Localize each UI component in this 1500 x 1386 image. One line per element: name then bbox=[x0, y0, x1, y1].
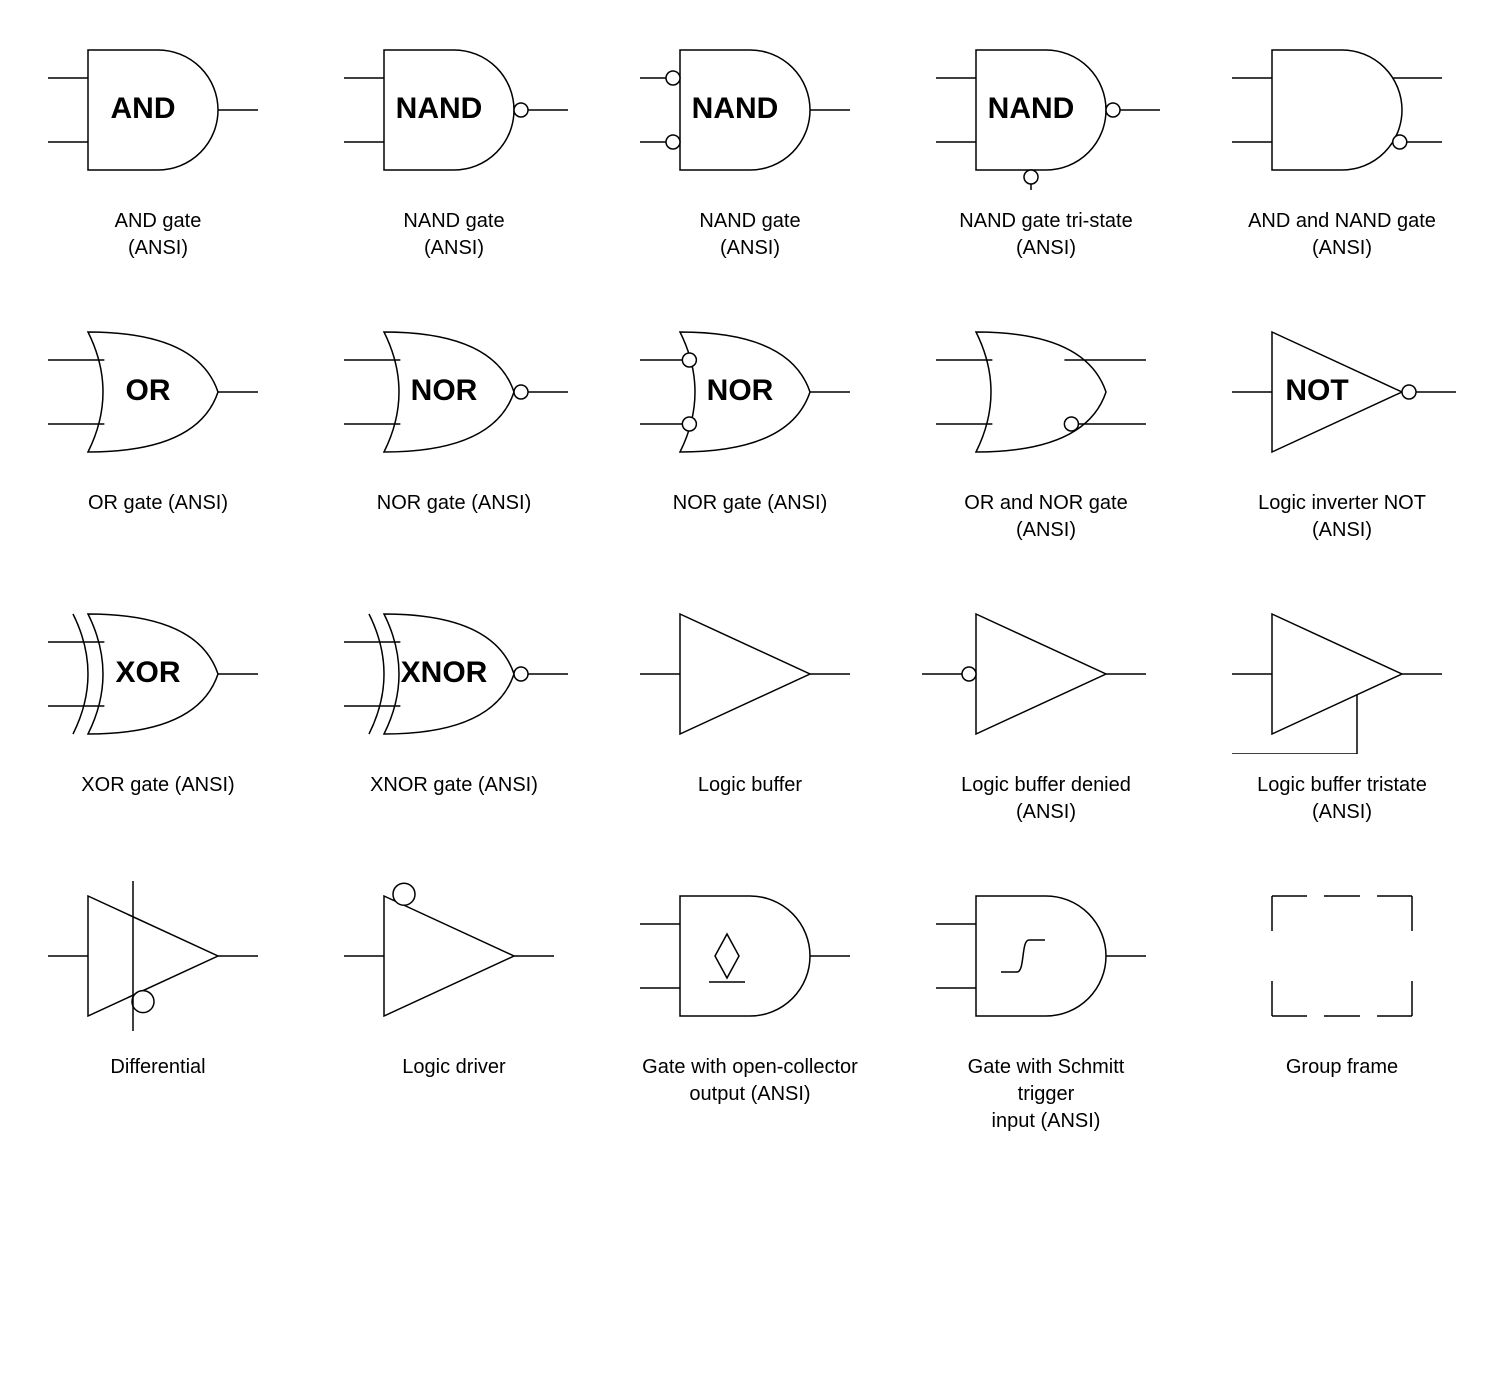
gate-caption-buffer-tristate: Logic buffer tristate (ANSI) bbox=[1257, 772, 1427, 826]
gate-caption-open-collector: Gate with open-collector output (ANSI) bbox=[642, 1054, 858, 1108]
gate-symbol-nand-negin: NAND bbox=[620, 30, 880, 190]
gate-caption-nand: NAND gate (ANSI) bbox=[403, 208, 504, 262]
gate-or: OR OR gate (ANSI) bbox=[20, 312, 296, 544]
gate-caption-group-frame: Group frame bbox=[1286, 1054, 1398, 1081]
gate-symbol-buffer bbox=[620, 594, 880, 754]
gate-caption-nor: NOR gate (ANSI) bbox=[377, 490, 531, 517]
gate-buffer-denied: Logic buffer denied (ANSI) bbox=[908, 594, 1184, 826]
gate-nor: NOR NOR gate (ANSI) bbox=[316, 312, 592, 544]
gate-not: NOT Logic inverter NOT (ANSI) bbox=[1204, 312, 1480, 544]
gate-symbol-nor: NOR bbox=[324, 312, 584, 472]
gate-symbol-buffer-denied bbox=[916, 594, 1176, 754]
gate-caption-xnor: XNOR gate (ANSI) bbox=[370, 772, 538, 799]
gate-caption-driver: Logic driver bbox=[402, 1054, 505, 1081]
gate-symbol-nand-tristate: NAND bbox=[916, 30, 1176, 190]
gate-caption-nand-negin: NAND gate (ANSI) bbox=[699, 208, 800, 262]
gate-group-frame: Group frame bbox=[1204, 876, 1480, 1135]
gate-xnor: XNOR XNOR gate (ANSI) bbox=[316, 594, 592, 826]
gate-xor: XOR XOR gate (ANSI) bbox=[20, 594, 296, 826]
gate-caption-or-nor: OR and NOR gate (ANSI) bbox=[964, 490, 1127, 544]
gate-symbol-schmitt bbox=[916, 876, 1176, 1036]
gate-nand-negin: NAND NAND gate (ANSI) bbox=[612, 30, 888, 262]
gate-symbol-xnor: XNOR bbox=[324, 594, 584, 754]
gate-symbol-nand: NAND bbox=[324, 30, 584, 190]
gate-symbol-group-frame bbox=[1212, 876, 1472, 1036]
svg-text:AND: AND bbox=[111, 92, 176, 125]
gate-caption-and-nand: AND and NAND gate (ANSI) bbox=[1248, 208, 1436, 262]
gate-and: AND AND gate (ANSI) bbox=[20, 30, 296, 262]
svg-text:NAND: NAND bbox=[396, 92, 483, 125]
gate-nand-tristate: NAND NAND gate tri-state (ANSI) bbox=[908, 30, 1184, 262]
gate-symbol-and: AND bbox=[28, 30, 288, 190]
gate-caption-nand-tristate: NAND gate tri-state (ANSI) bbox=[959, 208, 1132, 262]
gate-caption-not: Logic inverter NOT (ANSI) bbox=[1258, 490, 1426, 544]
gate-symbol-open-collector bbox=[620, 876, 880, 1036]
gate-symbol-nor-negin: NOR bbox=[620, 312, 880, 472]
gate-caption-and: AND gate (ANSI) bbox=[115, 208, 202, 262]
gate-caption-differential: Differential bbox=[110, 1054, 205, 1081]
gate-and-nand: AND and NAND gate (ANSI) bbox=[1204, 30, 1480, 262]
svg-text:XNOR: XNOR bbox=[401, 656, 488, 689]
svg-text:NOR: NOR bbox=[411, 374, 478, 407]
svg-text:NOT: NOT bbox=[1285, 374, 1348, 407]
gate-caption-or: OR gate (ANSI) bbox=[88, 490, 228, 517]
gate-caption-schmitt: Gate with Schmitt trigger input (ANSI) bbox=[968, 1054, 1125, 1135]
gate-symbol-or: OR bbox=[28, 312, 288, 472]
gate-buffer-tristate: Logic buffer tristate (ANSI) bbox=[1204, 594, 1480, 826]
svg-text:NAND: NAND bbox=[988, 92, 1075, 125]
gate-differential: Differential bbox=[20, 876, 296, 1135]
gate-symbol-driver bbox=[324, 876, 584, 1036]
gate-symbol-buffer-tristate bbox=[1212, 594, 1472, 754]
gate-buffer: Logic buffer bbox=[612, 594, 888, 826]
gate-caption-buffer: Logic buffer bbox=[698, 772, 802, 799]
gate-symbol-and-nand bbox=[1212, 30, 1472, 190]
svg-text:NAND: NAND bbox=[692, 92, 779, 125]
gate-schmitt: Gate with Schmitt trigger input (ANSI) bbox=[908, 876, 1184, 1135]
svg-text:XOR: XOR bbox=[115, 656, 180, 689]
svg-text:OR: OR bbox=[126, 374, 171, 407]
gate-driver: Logic driver bbox=[316, 876, 592, 1135]
gate-or-nor: OR and NOR gate (ANSI) bbox=[908, 312, 1184, 544]
gate-caption-nor-negin: NOR gate (ANSI) bbox=[673, 490, 827, 517]
gate-symbol-xor: XOR bbox=[28, 594, 288, 754]
gate-caption-buffer-denied: Logic buffer denied (ANSI) bbox=[961, 772, 1131, 826]
gate-symbol-differential bbox=[28, 876, 288, 1036]
svg-text:NOR: NOR bbox=[707, 374, 774, 407]
gate-symbol-or-nor bbox=[916, 312, 1176, 472]
gate-nand: NAND NAND gate (ANSI) bbox=[316, 30, 592, 262]
gate-open-collector: Gate with open-collector output (ANSI) bbox=[612, 876, 888, 1135]
gate-caption-xor: XOR gate (ANSI) bbox=[81, 772, 234, 799]
gate-symbol-not: NOT bbox=[1212, 312, 1472, 472]
gate-nor-negin: NOR NOR gate (ANSI) bbox=[612, 312, 888, 544]
